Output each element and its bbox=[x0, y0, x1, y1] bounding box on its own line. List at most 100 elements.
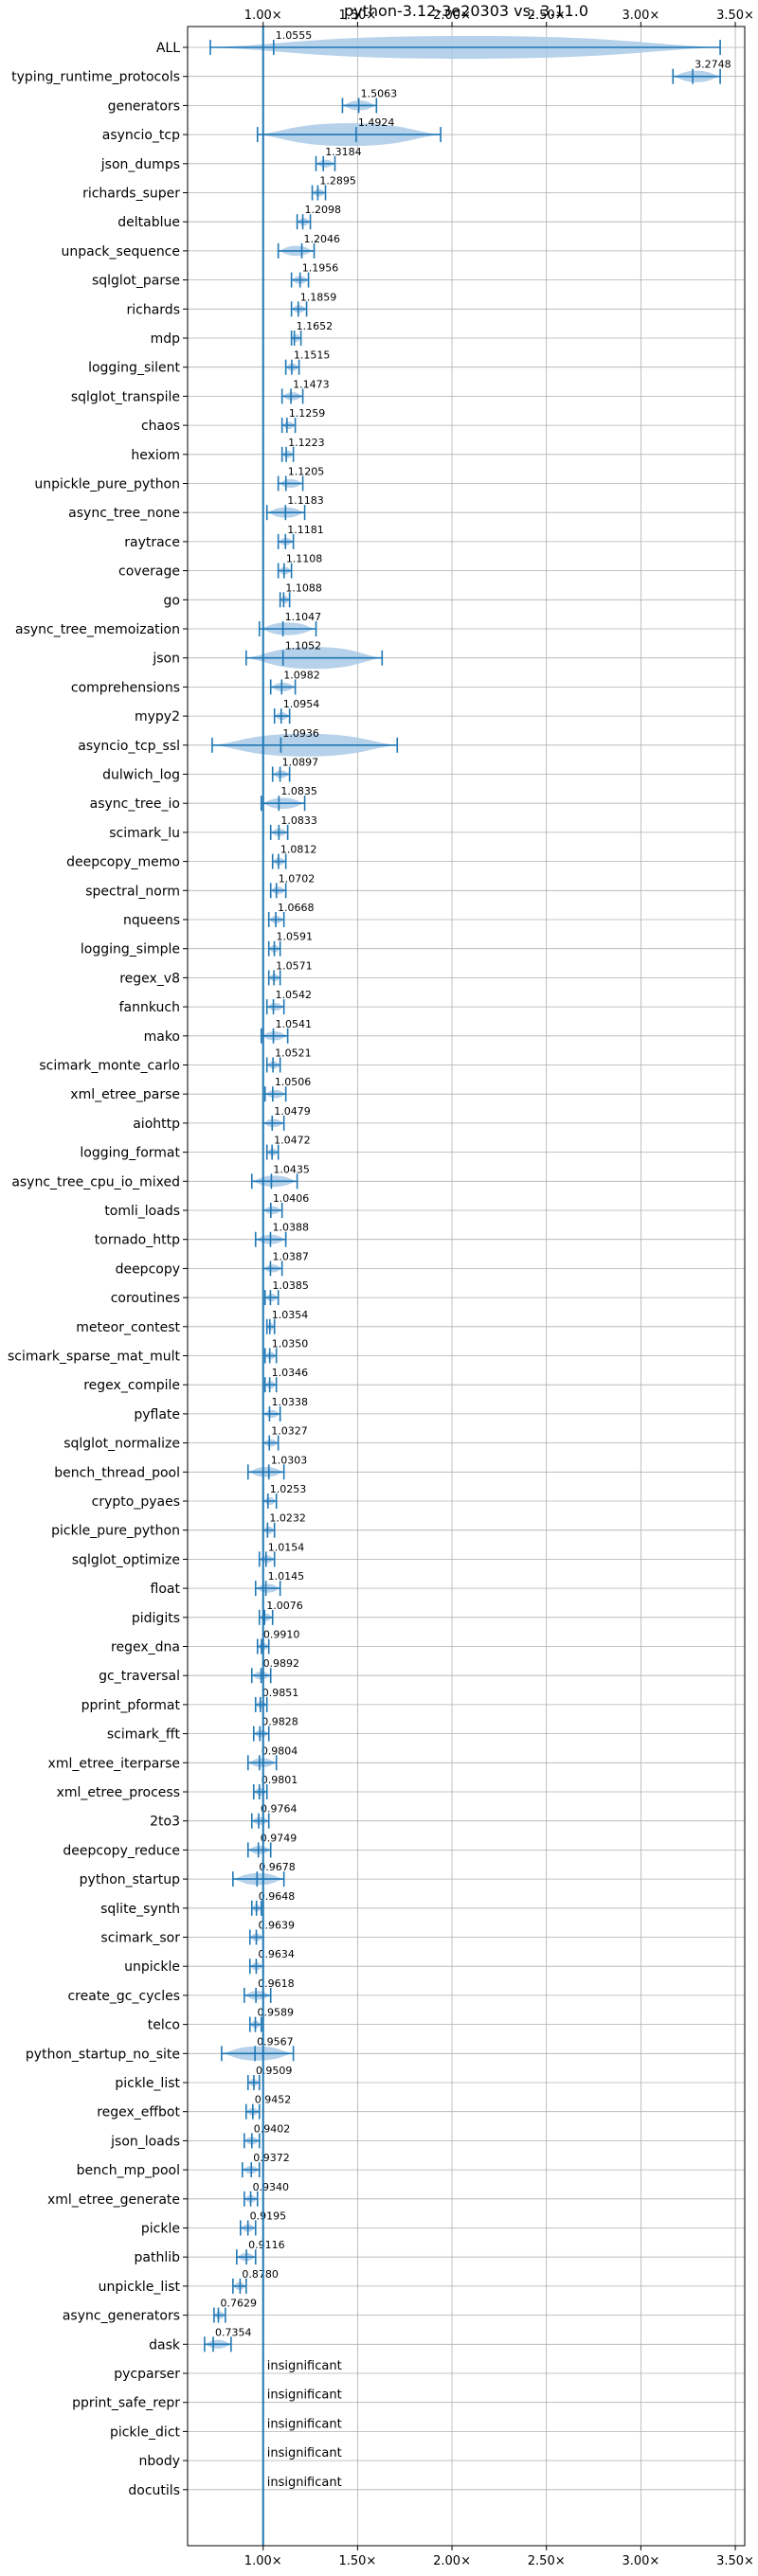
chart-title: python-3.12-3e20303 vs. 3.11.0 bbox=[344, 2, 588, 20]
benchmark-row: create_gc_cycles 0.9618 bbox=[67, 1977, 294, 2004]
benchmark-row: unpickle_list 0.8780 bbox=[99, 2268, 279, 2295]
benchmark-row: deltablue 1.2098 bbox=[117, 204, 341, 230]
benchmark-row: deepcopy_reduce 0.9749 bbox=[63, 1832, 297, 1858]
mean-value-label: 1.0982 bbox=[283, 669, 320, 681]
mean-value-label: 1.0303 bbox=[271, 1454, 308, 1466]
mean-value-label: 0.9851 bbox=[262, 1687, 299, 1699]
benchmark-row: async_tree_none 1.1183 bbox=[68, 494, 324, 521]
benchmark-name: hexiom bbox=[131, 448, 180, 463]
benchmark-name: gc_traversal bbox=[99, 1669, 180, 1684]
benchmark-row: regex_effbot 0.9452 bbox=[97, 2094, 291, 2120]
benchmark-row: meteor_contest 1.0354 bbox=[76, 1309, 308, 1335]
mean-value-label: 0.9828 bbox=[262, 1716, 298, 1728]
mean-value-label: 1.1047 bbox=[285, 611, 322, 623]
mean-value-label: 0.9910 bbox=[263, 1629, 300, 1641]
benchmark-name: scimark_sor bbox=[100, 1931, 180, 1946]
x-tick-label-bottom: 3.50× bbox=[716, 2554, 754, 2568]
benchmark-name: pidigits bbox=[132, 1611, 180, 1626]
mean-value-label: 0.9116 bbox=[248, 2239, 285, 2251]
benchmark-name: regex_v8 bbox=[119, 971, 180, 986]
benchmark-row: aiohttp 1.0479 bbox=[133, 1105, 311, 1132]
benchmark-name: telco bbox=[148, 2018, 180, 2033]
benchmark-name: unpickle bbox=[124, 1959, 180, 1975]
benchmark-name: typing_runtime_protocols bbox=[11, 70, 180, 85]
benchmark-name: deepcopy_memo bbox=[66, 855, 180, 870]
mean-value-label: 0.9801 bbox=[262, 1774, 298, 1786]
mean-value-label: 1.1205 bbox=[288, 466, 325, 478]
benchmark-row: nqueens 1.0668 bbox=[123, 902, 315, 928]
benchmark-name: unpack_sequence bbox=[62, 244, 180, 259]
benchmark-row: pickle_pure_python 1.0232 bbox=[51, 1512, 306, 1539]
mean-value-label: 1.0388 bbox=[272, 1222, 309, 1234]
mean-value-label: 1.0506 bbox=[275, 1076, 312, 1088]
insignificant-label: insignificant bbox=[267, 2388, 342, 2403]
mean-value-label: 1.4924 bbox=[358, 116, 395, 129]
benchmark-row: tomli_loads 1.0406 bbox=[104, 1192, 309, 1219]
benchmark-name: logging_format bbox=[80, 1146, 180, 1161]
benchmark-name: aiohttp bbox=[133, 1117, 180, 1132]
mean-value-label: 1.1515 bbox=[294, 349, 331, 362]
x-tick-label-top: 3.00× bbox=[622, 9, 659, 23]
mean-value-label: 1.0555 bbox=[276, 29, 313, 42]
benchmark-row: sqlglot_normalize 1.0327 bbox=[63, 1425, 308, 1452]
benchmark-name: meteor_contest bbox=[76, 1320, 180, 1335]
x-tick-label-bottom: 2.50× bbox=[528, 2554, 566, 2568]
benchmark-row: richards_super 1.2895 bbox=[82, 175, 356, 202]
benchmark-row: dulwich_log 1.0897 bbox=[102, 757, 318, 783]
benchmark-name: pathlib bbox=[135, 2250, 181, 2265]
benchmark-row: ALL 1.0555 bbox=[156, 29, 721, 59]
mean-value-label: 1.1052 bbox=[285, 640, 322, 653]
benchmark-name: chaos bbox=[141, 419, 180, 434]
benchmark-row: telco 0.9589 bbox=[148, 2007, 294, 2033]
benchmark-name: create_gc_cycles bbox=[67, 1989, 180, 2004]
mean-value-label: 1.1859 bbox=[300, 291, 337, 303]
benchmark-row: typing_runtime_protocols 3.2748 bbox=[11, 59, 731, 85]
x-tick-label-bottom: 2.00× bbox=[433, 2554, 471, 2568]
benchmark-row: deepcopy 1.0387 bbox=[116, 1250, 309, 1277]
benchmark-name: tomli_loads bbox=[104, 1204, 180, 1219]
benchmark-name: mdp bbox=[151, 331, 181, 347]
mean-value-label: 1.0154 bbox=[268, 1541, 305, 1553]
benchmark-row: pidigits 1.0076 bbox=[132, 1600, 303, 1626]
benchmark-name: async_tree_none bbox=[68, 506, 180, 521]
x-tick-label-top: 2.00× bbox=[433, 9, 471, 23]
benchmark-row: sqlglot_parse 1.1956 bbox=[92, 262, 338, 289]
benchmark-row: logging_silent 1.1515 bbox=[88, 349, 330, 376]
mean-value-label: 0.9618 bbox=[258, 1977, 295, 1990]
benchmark-row: mako 1.0541 bbox=[144, 1018, 312, 1045]
benchmark-row: generators 1.5063 bbox=[108, 87, 398, 114]
mean-value-label: 0.9648 bbox=[259, 1890, 296, 1903]
benchmark-name: pickle bbox=[141, 2222, 180, 2237]
benchmark-name: async_tree_io bbox=[90, 796, 180, 812]
benchmark-row: bench_thread_pool 1.0303 bbox=[54, 1454, 307, 1480]
benchmark-row: raytrace 1.1181 bbox=[124, 524, 324, 550]
mean-value-label: 0.9195 bbox=[250, 2210, 287, 2223]
x-tick-label-top: 1.00× bbox=[244, 9, 282, 23]
benchmark-row: pyflate 1.0338 bbox=[134, 1396, 308, 1422]
benchmark-name: async_generators bbox=[63, 2309, 180, 2324]
benchmark-row: hexiom 1.1223 bbox=[131, 437, 324, 463]
insignificant-label: insignificant bbox=[267, 2476, 342, 2490]
benchmark-row: pickle 0.9195 bbox=[141, 2210, 286, 2237]
benchmark-name: xml_etree_generate bbox=[47, 2192, 180, 2208]
benchmark-name: fannkuch bbox=[119, 1000, 180, 1015]
benchmark-name: deltablue bbox=[117, 215, 180, 230]
plot-frame bbox=[187, 26, 746, 2547]
mean-value-label: 0.9749 bbox=[261, 1832, 298, 1844]
mean-value-label: 0.9402 bbox=[254, 2122, 291, 2135]
benchmark-name: xml_etree_process bbox=[57, 1785, 180, 1800]
benchmark-name: sqlglot_parse bbox=[92, 274, 180, 289]
benchmark-name: mako bbox=[144, 1029, 180, 1045]
mean-value-label: 1.0936 bbox=[282, 727, 319, 740]
benchmark-row: chaos 1.1259 bbox=[141, 407, 325, 434]
benchmark-row: regex_dna 0.9910 bbox=[111, 1629, 299, 1655]
mean-value-label: 0.7629 bbox=[220, 2298, 256, 2310]
benchmark-name: comprehensions bbox=[71, 680, 180, 695]
benchmark-name: python_startup bbox=[80, 1872, 180, 1887]
benchmark-name: xml_etree_parse bbox=[70, 1087, 180, 1102]
mean-value-label: 1.0479 bbox=[274, 1105, 311, 1118]
benchmark-name: deepcopy_reduce bbox=[63, 1843, 180, 1858]
benchmark-row: scimark_monte_carlo 1.0521 bbox=[39, 1047, 311, 1074]
mean-value-label: 1.0253 bbox=[270, 1483, 307, 1495]
